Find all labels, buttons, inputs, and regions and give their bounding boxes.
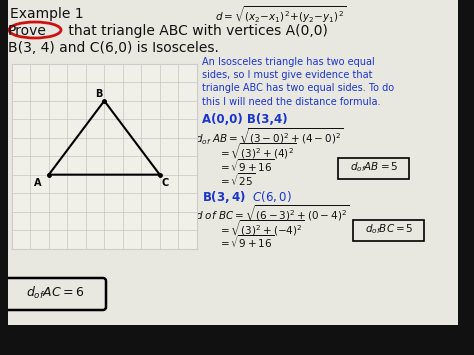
Text: $d=\sqrt{(x_2\!-\!x_1)^2\!+\!(y_2\!-\!y_1)^2}$: $d=\sqrt{(x_2\!-\!x_1)^2\!+\!(y_2\!-\!y_… xyxy=(215,5,346,25)
Text: $d_{of}\ AB=\sqrt{(3-0)^2+(4-0)^2}$: $d_{of}\ AB=\sqrt{(3-0)^2+(4-0)^2}$ xyxy=(195,127,343,147)
Text: $=\sqrt{(3)^2+(4)^2}$: $=\sqrt{(3)^2+(4)^2}$ xyxy=(218,142,296,161)
FancyBboxPatch shape xyxy=(0,0,8,355)
Text: A(0,0) B(3,4): A(0,0) B(3,4) xyxy=(202,113,288,126)
FancyBboxPatch shape xyxy=(338,158,410,179)
Text: $d_{of}BC=5$: $d_{of}BC=5$ xyxy=(365,222,413,236)
Text: $=\sqrt{(3)^2+(-4)^2}$: $=\sqrt{(3)^2+(-4)^2}$ xyxy=(218,219,305,238)
Text: $d\ of\ BC=\sqrt{(6-3)^2+(0-4)^2}$: $d\ of\ BC=\sqrt{(6-3)^2+(0-4)^2}$ xyxy=(195,204,350,223)
Text: $=\sqrt{25}$: $=\sqrt{25}$ xyxy=(218,171,255,188)
Text: that triangle ABC with vertices A(0,0): that triangle ABC with vertices A(0,0) xyxy=(64,24,328,38)
Text: A: A xyxy=(34,178,42,188)
Text: $=\sqrt{9+16}$: $=\sqrt{9+16}$ xyxy=(218,157,274,174)
Text: B(3, 4) and C(6,0) is Isosceles.: B(3, 4) and C(6,0) is Isosceles. xyxy=(8,41,219,55)
Text: Prove: Prove xyxy=(8,24,47,38)
Text: C: C xyxy=(162,178,169,188)
Text: $\bf{B(3,4)}$  $C(6,0)$: $\bf{B(3,4)}$ $C(6,0)$ xyxy=(202,189,292,205)
Text: Example 1: Example 1 xyxy=(10,7,83,21)
FancyBboxPatch shape xyxy=(458,0,474,355)
Text: B: B xyxy=(95,89,102,99)
FancyBboxPatch shape xyxy=(5,278,106,310)
FancyBboxPatch shape xyxy=(0,325,474,355)
FancyBboxPatch shape xyxy=(354,219,425,240)
Text: $d_{of}AB=5$: $d_{of}AB=5$ xyxy=(350,160,398,174)
Text: $d_{of}AC=6$: $d_{of}AC=6$ xyxy=(26,285,84,301)
Text: An Isosceles triangle has two equal
sides, so I must give evidence that
triangle: An Isosceles triangle has two equal side… xyxy=(202,57,394,106)
Text: $=\sqrt{9+16}$: $=\sqrt{9+16}$ xyxy=(218,233,274,250)
